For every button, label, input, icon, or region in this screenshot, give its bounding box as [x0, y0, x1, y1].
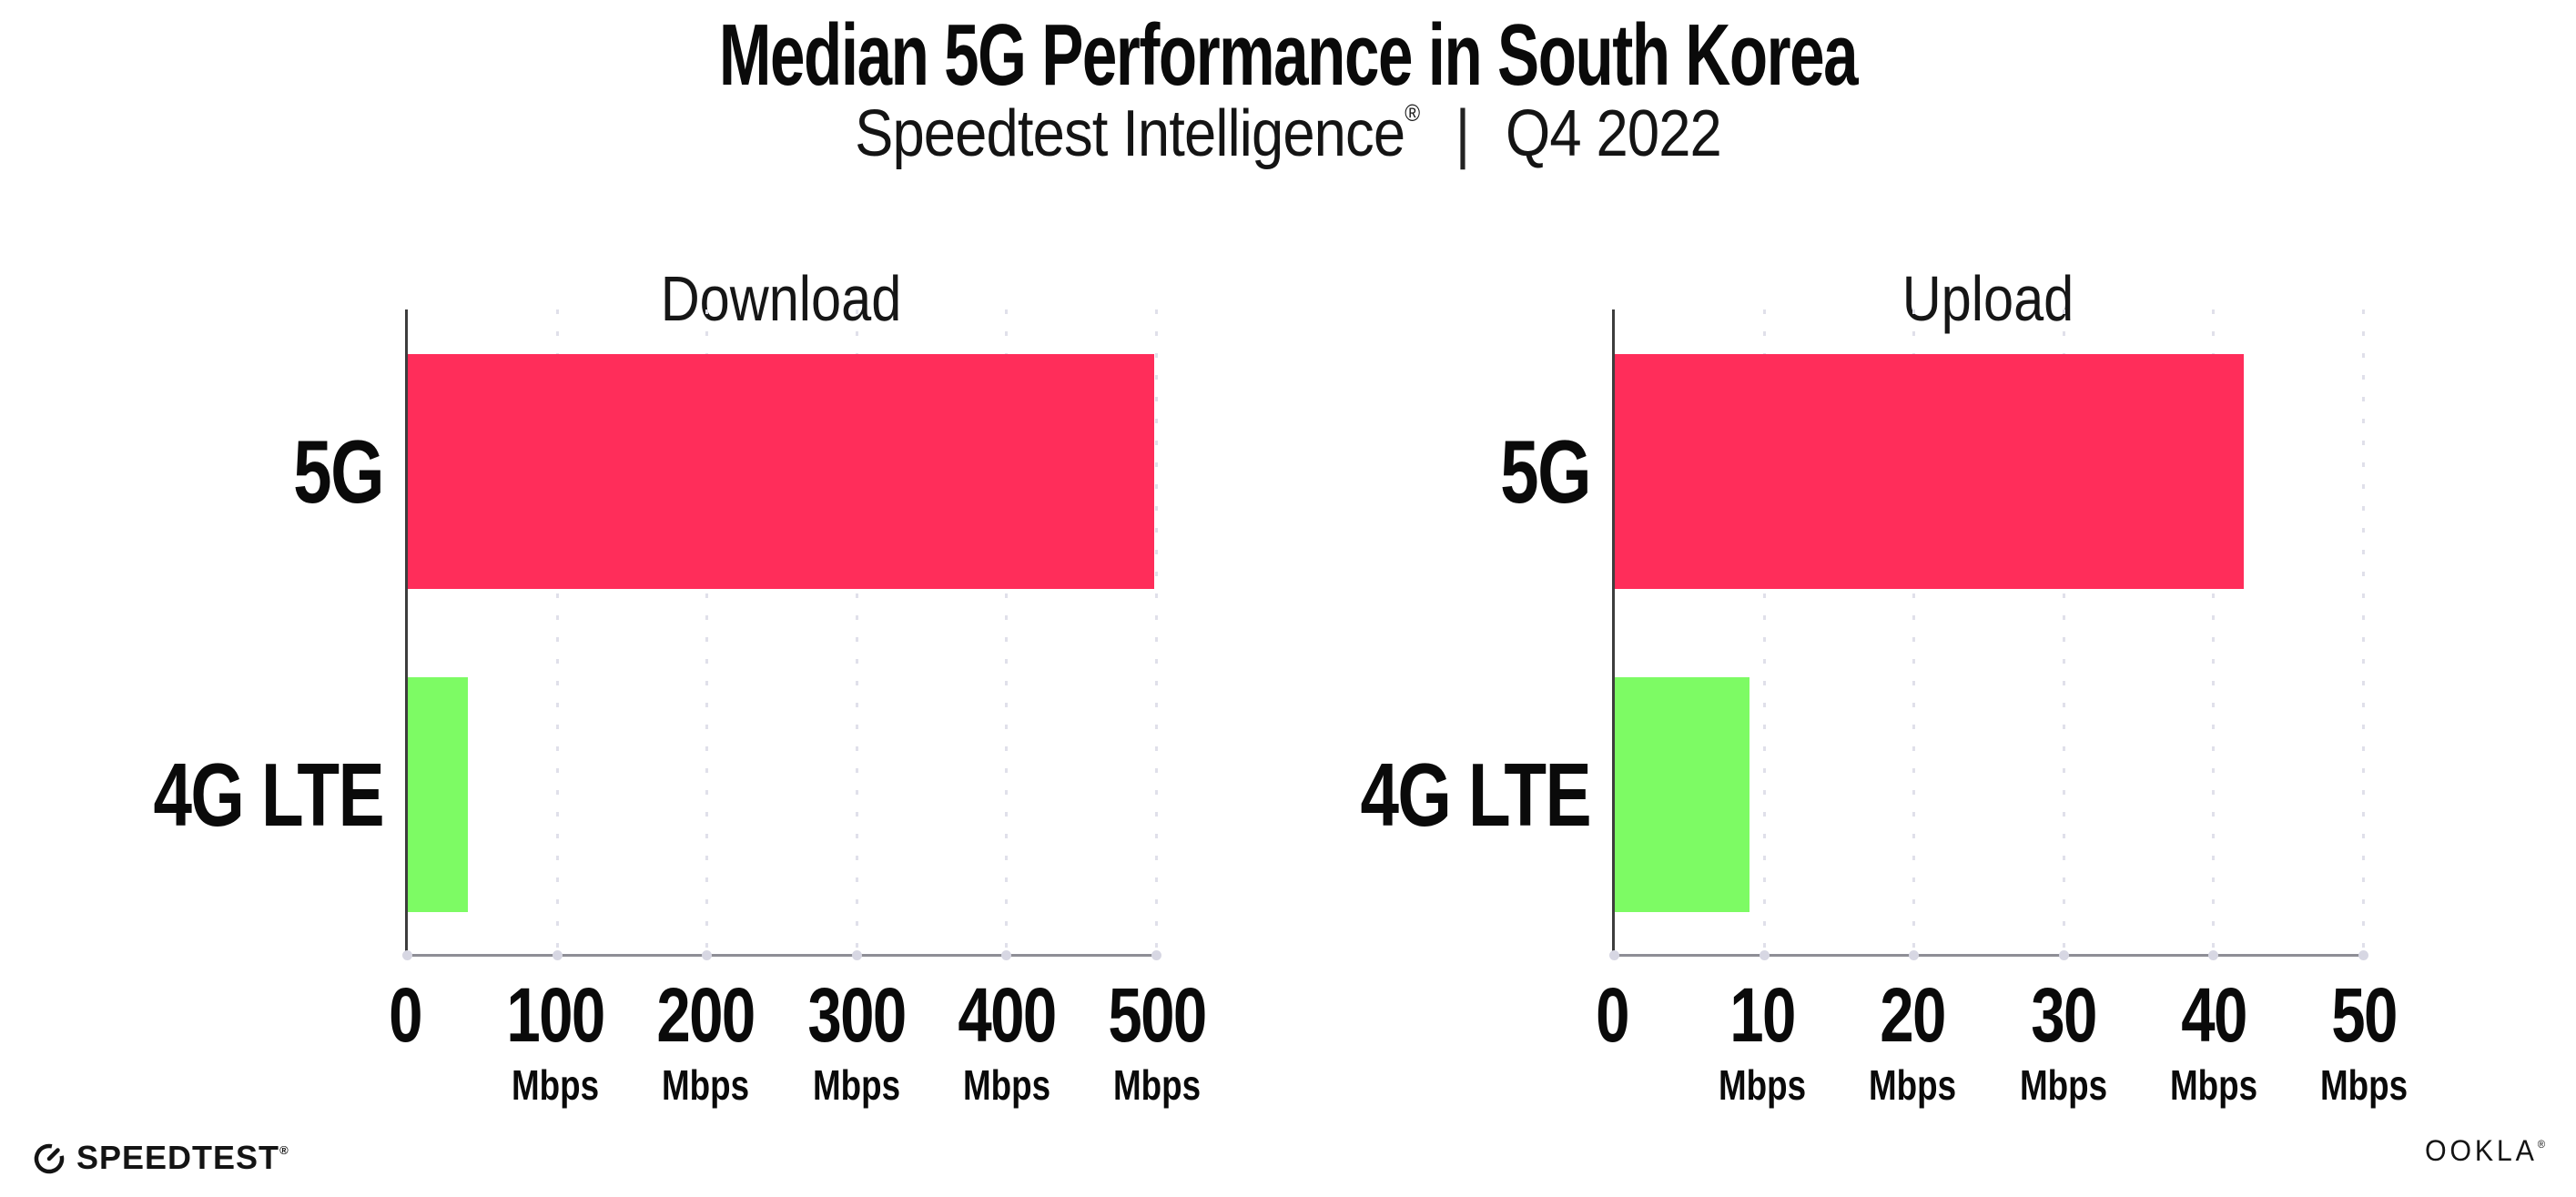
axis-tick-dot	[2058, 950, 2069, 960]
gridline-20-mbps	[1912, 309, 1916, 954]
axis-tick-dot	[2208, 950, 2219, 960]
ookla-wordmark: OOKLA	[2424, 1134, 2538, 1167]
category-label-5g-upload: 5G	[1500, 421, 1591, 522]
upload-chart-title: Upload	[1902, 263, 2074, 334]
axis-tick-dot	[2358, 950, 2368, 960]
ookla-logo: OOKLA®	[2425, 1134, 2545, 1168]
gridline-100-mbps	[555, 309, 559, 954]
tick-unit: Mbps	[662, 1061, 750, 1109]
tick-value: 50	[2331, 972, 2398, 1058]
x-tick-label-upload-0: 0	[1528, 977, 1696, 1053]
tick-value: 10	[1729, 972, 1796, 1058]
tick-unit: Mbps	[812, 1061, 900, 1109]
tick-value: 20	[1880, 972, 1947, 1058]
x-tick-label-download-200: 200 Mbps	[622, 977, 789, 1106]
x-tick-label-download-500: 500 Mbps	[1073, 977, 1241, 1106]
upload-plot-area	[1609, 309, 2368, 960]
registered-mark-icon: ®	[2537, 1138, 2545, 1151]
tick-unit: Mbps	[1112, 1061, 1202, 1109]
bar-4g-lte-upload	[1615, 677, 1750, 913]
bar-5g-download	[408, 353, 1154, 589]
axis-tick-dot	[1151, 950, 1161, 960]
speedtest-wordmark: SPEEDTEST®	[76, 1139, 289, 1176]
gridline-30-mbps	[2062, 309, 2065, 954]
tick-value: 300	[806, 972, 907, 1058]
subtitle-separator: |	[1455, 97, 1470, 170]
category-label-4g-lte-upload: 4G LTE	[1360, 745, 1591, 846]
registered-mark-icon: ®	[279, 1143, 289, 1157]
download-plot-area	[402, 309, 1161, 960]
x-tick-label-upload-20: 20 Mbps	[1829, 977, 1996, 1106]
axis-tick-dot	[851, 950, 862, 960]
tick-value: 400	[958, 972, 1057, 1058]
gridline-10-mbps	[1762, 309, 1766, 954]
page-subtitle: Speedtest Intelligence® | Q4 2022	[155, 96, 2421, 171]
tick-unit: Mbps	[2169, 1061, 2257, 1109]
tick-value: 30	[2030, 972, 2097, 1058]
axis-tick-dot	[1909, 950, 1920, 960]
tick-unit: Mbps	[2019, 1061, 2107, 1109]
tick-unit: Mbps	[2319, 1061, 2409, 1109]
tick-value: 500	[1108, 972, 1207, 1058]
subtitle-period: Q4 2022	[1506, 97, 1722, 170]
axis-tick-dot	[1001, 950, 1012, 960]
category-label-5g-download: 5G	[293, 421, 384, 522]
tick-value: 200	[656, 972, 756, 1058]
tick-value: 0	[1596, 972, 1629, 1058]
tick-value: 40	[2181, 972, 2247, 1058]
bar-5g-upload	[1615, 353, 2245, 589]
x-tick-label-download-0: 0	[321, 977, 489, 1053]
speedtest-gauge-icon	[34, 1143, 65, 1174]
x-tick-label-upload-30: 30 Mbps	[1980, 977, 2147, 1106]
tick-value: 100	[506, 972, 606, 1058]
bar-4g-lte-download	[408, 677, 468, 913]
tick-unit: Mbps	[962, 1061, 1050, 1109]
axis-tick-dot	[402, 950, 412, 960]
x-tick-label-download-300: 300 Mbps	[773, 977, 940, 1106]
axis-tick-dot	[552, 950, 563, 960]
tick-unit: Mbps	[512, 1061, 600, 1109]
x-tick-label-upload-50: 50 Mbps	[2280, 977, 2448, 1106]
gridline-200-mbps	[705, 309, 709, 954]
gridline-50-mbps	[2362, 309, 2365, 954]
tick-unit: Mbps	[1719, 1061, 1807, 1109]
registered-mark-icon: ®	[1405, 99, 1420, 127]
x-tick-label-download-100: 100 Mbps	[472, 977, 639, 1106]
axis-tick-dot	[702, 950, 713, 960]
subtitle-brand: Speedtest Intelligence	[855, 97, 1405, 170]
category-label-4g-lte-download: 4G LTE	[153, 745, 384, 846]
x-tick-label-upload-10: 10 Mbps	[1678, 977, 1846, 1106]
axis-tick-dot	[1759, 950, 1770, 960]
gridline-500-mbps	[1155, 309, 1158, 954]
page-title: Median 5G Performance in South Korea	[718, 6, 1859, 104]
tick-unit: Mbps	[1869, 1061, 1957, 1109]
tick-value: 0	[389, 972, 422, 1058]
x-tick-label-upload-40: 40 Mbps	[2130, 977, 2297, 1106]
download-chart-title: Download	[660, 263, 902, 334]
gridline-400-mbps	[1005, 309, 1009, 954]
gridline-40-mbps	[2212, 309, 2216, 954]
axis-tick-dot	[1609, 950, 1619, 960]
gridline-300-mbps	[855, 309, 858, 954]
x-tick-label-download-400: 400 Mbps	[923, 977, 1090, 1106]
speedtest-logo: SPEEDTEST®	[33, 1139, 289, 1176]
